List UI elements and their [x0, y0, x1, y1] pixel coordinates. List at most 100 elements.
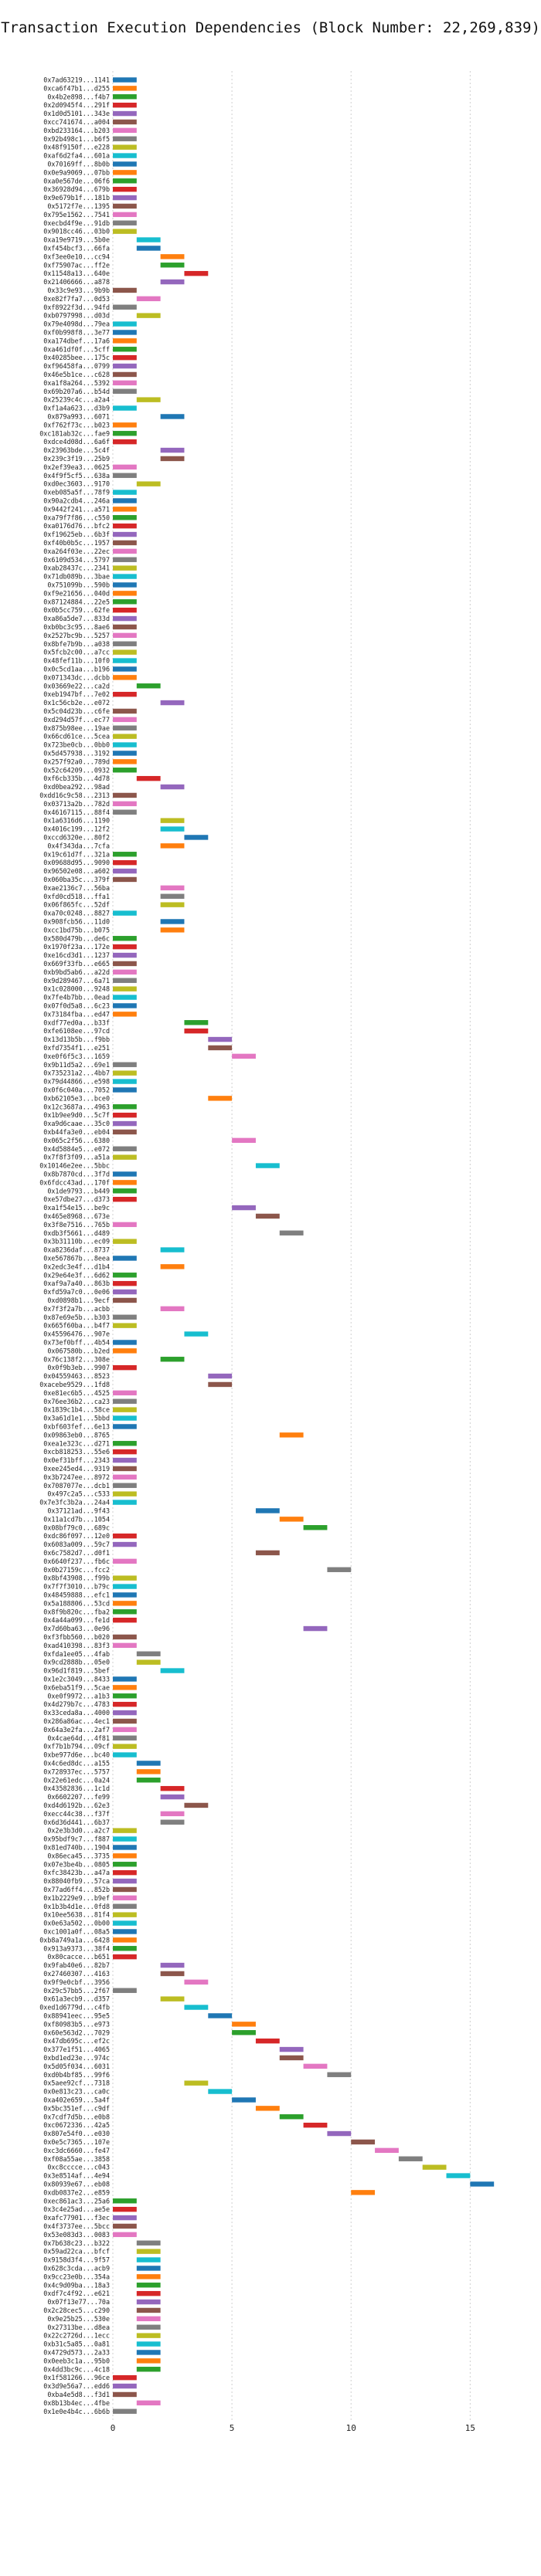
y-tick-label: 0x52c64209...0932 [43, 766, 110, 774]
y-tick-label: 0x80cacce...b651 [47, 1953, 110, 1961]
transaction-bar [422, 2164, 447, 2170]
y-tick-label: 0x48f9150f...e228 [43, 144, 110, 151]
y-tick-label: 0xf7b1b794...09cf [43, 1743, 110, 1751]
y-tick-label: 0x3a61d1e1...5bbd [43, 1415, 110, 1422]
transaction-bar [113, 439, 137, 445]
transaction-bar [113, 203, 137, 209]
transaction-bar [136, 2240, 161, 2246]
transaction-bar [113, 338, 137, 344]
y-tick-label: 0x1e0e4b4c...6b6b [43, 2408, 110, 2415]
y-tick-label: 0x9b11d5a2...69e1 [43, 1061, 110, 1069]
transaction-bar [113, 1541, 137, 1547]
y-tick-label: 0x09688d95...9090 [43, 859, 110, 866]
transaction-bar [113, 1701, 137, 1707]
transaction-bar [184, 2005, 209, 2010]
y-tick-label: 0xc1001a0f...08a5 [43, 1927, 110, 1935]
y-tick-label: 0xec861ac3...25a6 [43, 2197, 110, 2205]
y-tick-label: 0x9fab40e6...82b7 [43, 1961, 110, 1969]
y-tick-label: 0x9cd2888b...05e0 [43, 1659, 110, 1666]
y-tick-label: 0x90a2cdb4...246a [43, 497, 110, 504]
y-tick-label: 0x8b13b4ec...4fbe [43, 2399, 110, 2407]
y-tick-label: 0xdb3f5661...d489 [43, 1229, 110, 1237]
transaction-bar [113, 110, 137, 117]
y-tick-label: 0x96d1f819...5bef [43, 1667, 110, 1675]
transaction-bar [113, 734, 137, 739]
transaction-bar [279, 2055, 304, 2061]
x-tick-label: 5 [230, 2423, 235, 2433]
y-tick-label: 0x47db695c...ef2c [43, 2037, 110, 2045]
transaction-bar [113, 751, 137, 756]
transaction-bar [113, 2232, 137, 2238]
y-tick-label: 0xca6f47b1...d255 [43, 84, 110, 92]
y-tick-label: 0xb31c5a85...0a81 [43, 2340, 110, 2348]
y-tick-label: 0xaf9a7a40...863b [43, 1280, 110, 1287]
y-tick-label: 0x69b207a6...b54d [43, 388, 110, 395]
y-tick-label: 0xaf6d2fa4...601a [43, 152, 110, 160]
y-tick-label: 0xe0f6f5c3...1659 [43, 1052, 110, 1060]
transaction-bar [113, 768, 137, 773]
y-tick-label: 0xdce4d08d...6a6f [43, 438, 110, 446]
y-tick-label: 0xea1e323c...d271 [43, 1439, 110, 1447]
y-tick-label: 0xbe977d6e...bc40 [43, 1751, 110, 1759]
transaction-bar [113, 1584, 137, 1589]
y-tick-label: 0x4dd3bc9c...4c18 [43, 2365, 110, 2373]
transaction-bar [113, 220, 137, 225]
transaction-bar [113, 1710, 137, 1716]
y-tick-label: 0x11548a13...640e [43, 269, 110, 277]
transaction-bar [184, 1331, 209, 1337]
transaction-bar [113, 607, 137, 613]
transaction-bar [160, 1971, 185, 1977]
transaction-bar [136, 296, 161, 302]
transaction-bar [279, 1517, 304, 1522]
transaction-bar [113, 1222, 137, 1228]
y-tick-label: 0x5172f7e...1395 [47, 202, 110, 210]
y-tick-label: 0x6fdcc43ad...170f [39, 1178, 110, 1186]
transaction-bar [113, 1003, 137, 1008]
transaction-bar [255, 2106, 280, 2111]
transaction-bar [113, 792, 137, 798]
transaction-bar [160, 254, 185, 259]
transaction-bar [160, 1996, 185, 2001]
y-tick-label: 0x07e3be4b...0805 [43, 1860, 110, 1868]
transaction-bar [113, 380, 137, 386]
y-tick-label: 0x1de9793...b449 [47, 1187, 110, 1195]
y-tick-label: 0x95bdf9c7...f887 [43, 1835, 110, 1843]
transaction-bar [232, 2022, 256, 2027]
transaction-bar [208, 1373, 233, 1379]
y-tick-label: 0xa402e659...5a4f [43, 2096, 110, 2103]
y-tick-label: 0x1c028000...9248 [43, 985, 110, 993]
transaction-bar [279, 2114, 304, 2120]
y-tick-label: 0x3b7247ee...8972 [43, 1473, 110, 1481]
y-tick-label: 0x7f3f2a7b...acbb [43, 1305, 110, 1313]
y-tick-label: 0x3d9e56a7...edd6 [43, 2382, 110, 2390]
y-tick-label: 0x6602207...fe99 [47, 1793, 110, 1801]
y-tick-label: 0x067580b...b2ed [47, 1347, 110, 1354]
transaction-bar [113, 1886, 137, 1893]
x-tick-labels: 0 5 10 15 [111, 2423, 475, 2433]
y-tick-label: 0xfc38423b...a47a [43, 1869, 110, 1876]
y-tick-label: 0x9158d3f4...9f57 [43, 2256, 110, 2264]
y-tick-label: 0xf6cb335b...4d78 [43, 774, 110, 782]
y-tick-label: 0xa0e567de...06f6 [43, 177, 110, 185]
y-tick-label: 0x04559463...8523 [43, 1372, 110, 1380]
y-tick-label: 0xf80983b5...e973 [43, 2020, 110, 2028]
y-tick-label: 0x4b2e898...f4b7 [47, 93, 110, 100]
transaction-bar [113, 304, 137, 310]
y-tick-label: 0xdd16c9c58...2313 [39, 791, 110, 799]
transaction-bar [113, 969, 137, 975]
y-tick-label: 0xdf7c4f92...e621 [43, 2290, 110, 2297]
transaction-bar [113, 1280, 137, 1286]
y-tick-label: 0x0ef31bff...2343 [43, 1456, 110, 1464]
transaction-bar [160, 263, 185, 268]
transaction-bar [113, 1273, 137, 1278]
transaction-bar [255, 1508, 280, 1513]
y-tick-label: 0x87124884...22e5 [43, 598, 110, 605]
y-tick-label: 0x4f9f5cf5...638a [43, 472, 110, 480]
transaction-bar [113, 1878, 137, 1884]
y-tick-label: 0x64a3e2fa...2af7 [43, 1726, 110, 1734]
transaction-bar [136, 2324, 161, 2330]
transaction-bar [113, 170, 137, 175]
y-tick-label: 0x22c2726d...1ecc [43, 2332, 110, 2340]
y-tick-label: 0x8b7870cd...3f7d [43, 1170, 110, 1178]
transaction-bar [113, 632, 137, 639]
